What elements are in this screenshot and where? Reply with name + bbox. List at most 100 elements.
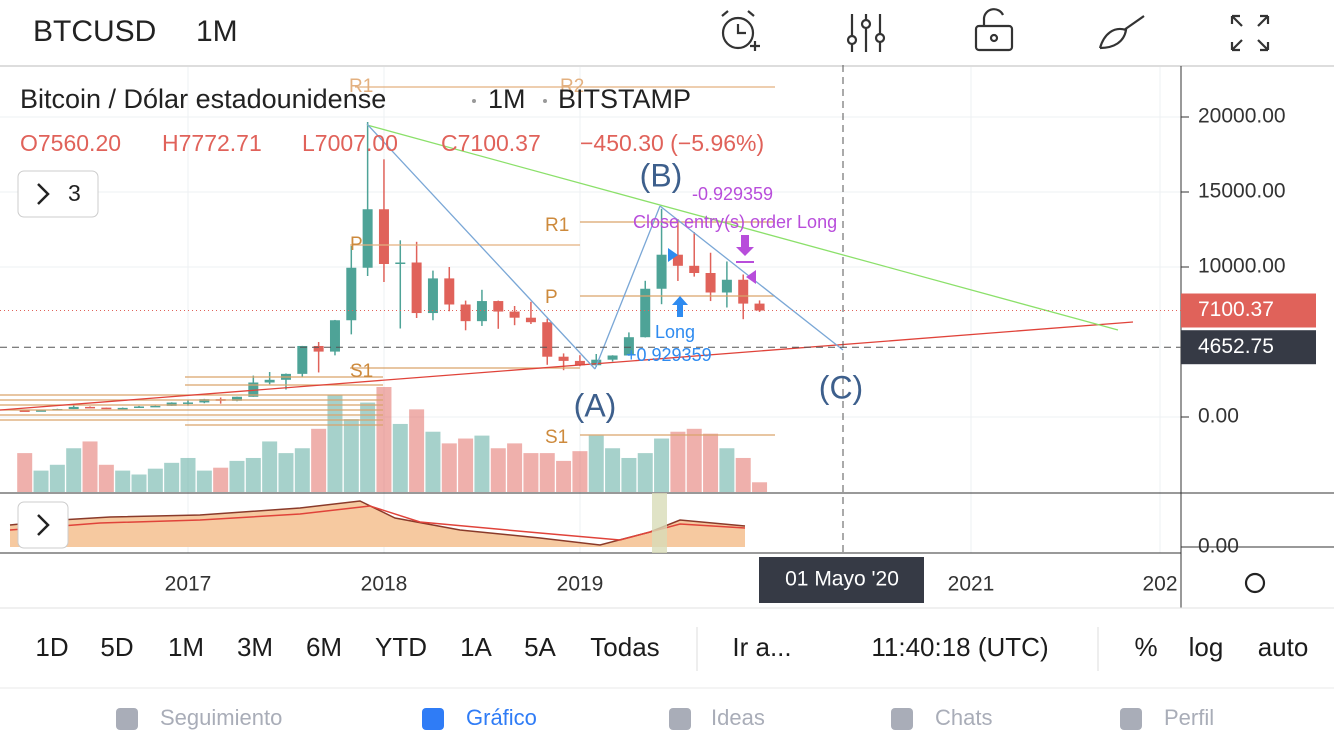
volume-bar bbox=[392, 423, 408, 492]
legend-open: O7560.20 bbox=[20, 130, 121, 156]
exit-marker bbox=[746, 270, 756, 284]
range-button[interactable]: 5D bbox=[100, 632, 133, 662]
crosshair-price-badge bbox=[1181, 330, 1316, 365]
order-label: Long bbox=[655, 322, 695, 342]
candle-body bbox=[738, 279, 749, 304]
candle-body bbox=[362, 209, 373, 268]
candle-body bbox=[231, 396, 242, 401]
goto-button[interactable]: Ir a... bbox=[732, 632, 791, 662]
pivot-label: S1 bbox=[545, 427, 568, 448]
range-button[interactable]: Todas bbox=[590, 632, 659, 662]
volume-bar bbox=[458, 438, 474, 492]
percent-button[interactable]: % bbox=[1134, 632, 1157, 662]
tab[interactable]: Perfil bbox=[1164, 705, 1214, 730]
order-label: +0.929359 bbox=[626, 345, 712, 365]
candle-body bbox=[705, 273, 716, 293]
tab[interactable]: Gráfico bbox=[466, 705, 537, 730]
range-button[interactable]: YTD bbox=[375, 632, 427, 662]
volume-bar bbox=[213, 467, 229, 492]
volume-bar bbox=[180, 457, 196, 492]
wave-label: (C) bbox=[819, 369, 863, 405]
chevron-icon bbox=[37, 183, 50, 205]
wave-label: (B) bbox=[640, 157, 683, 193]
alert-icon[interactable] bbox=[721, 16, 755, 50]
volume-bar bbox=[360, 402, 376, 492]
range-button[interactable]: 3M bbox=[237, 632, 273, 662]
candle-body bbox=[591, 359, 602, 366]
tab-icon bbox=[422, 708, 444, 730]
last-price-label: 7100.37 bbox=[1198, 298, 1274, 321]
volume-bar bbox=[164, 462, 180, 492]
indicator-tick-label: 0.00 bbox=[1198, 535, 1239, 558]
volume-bar bbox=[686, 428, 702, 492]
candle-body bbox=[509, 311, 520, 318]
volume-bar bbox=[262, 441, 278, 492]
tab[interactable]: Chats bbox=[935, 705, 992, 730]
drawing-icon[interactable] bbox=[1098, 15, 1145, 50]
crosshair-price-label: 4652.75 bbox=[1198, 335, 1274, 358]
candle-body bbox=[689, 265, 700, 274]
volume-bar bbox=[507, 443, 523, 492]
indicator-highlight bbox=[652, 493, 667, 553]
drawing-line bbox=[366, 124, 1119, 331]
candle-body bbox=[607, 355, 618, 360]
indicator-area bbox=[10, 501, 745, 547]
settings-icon[interactable] bbox=[1244, 572, 1266, 594]
pivot-label: P bbox=[350, 234, 363, 255]
indicator-toggle[interactable] bbox=[17, 501, 69, 549]
lock-icon[interactable] bbox=[974, 24, 1014, 52]
interval[interactable]: 1M bbox=[196, 15, 238, 48]
volume-bar bbox=[311, 428, 327, 492]
candle-body bbox=[427, 278, 438, 314]
volume-bar bbox=[147, 468, 163, 492]
symbol[interactable]: BTCUSD bbox=[33, 15, 156, 48]
range-button[interactable]: 1D bbox=[35, 632, 68, 662]
volume-bar bbox=[115, 470, 131, 492]
tab[interactable]: Ideas bbox=[711, 705, 765, 730]
drawing-line bbox=[0, 321, 1134, 411]
candle-body bbox=[525, 317, 536, 323]
volume-bar bbox=[474, 435, 490, 492]
candle-body bbox=[395, 262, 406, 265]
pivot-label: R1 bbox=[349, 76, 373, 97]
range-button[interactable]: 1A bbox=[460, 632, 492, 662]
drawing-line bbox=[366, 123, 596, 370]
volume-bar bbox=[523, 453, 539, 492]
fullscreen-icon[interactable] bbox=[1230, 14, 1270, 52]
candle-body bbox=[101, 407, 112, 410]
volume-bar bbox=[572, 451, 588, 492]
entry-marker bbox=[668, 248, 678, 262]
candle-body bbox=[640, 288, 651, 338]
last-price-badge bbox=[1181, 293, 1316, 328]
tab[interactable]: Seguimiento bbox=[160, 705, 282, 730]
volume-bar bbox=[294, 448, 310, 492]
dot bbox=[543, 99, 547, 103]
candle-body bbox=[656, 254, 667, 289]
candle-body bbox=[444, 278, 455, 305]
pivot-label: R2 bbox=[560, 76, 584, 97]
indicators-toggle[interactable] bbox=[17, 170, 99, 218]
auto-button[interactable]: auto bbox=[1258, 632, 1309, 662]
candle-body bbox=[36, 410, 47, 412]
log-button[interactable]: log bbox=[1189, 632, 1224, 662]
volume-bar bbox=[539, 453, 555, 492]
pivot-label: R1 bbox=[545, 215, 569, 236]
volume-bar bbox=[490, 448, 506, 492]
volume-bar bbox=[66, 448, 82, 492]
candle-body bbox=[460, 304, 471, 322]
legend-exchange: BITSTAMP bbox=[558, 84, 691, 114]
range-button[interactable]: 5A bbox=[524, 632, 556, 662]
volume-bar bbox=[605, 448, 621, 492]
volume-bar bbox=[409, 409, 425, 492]
tab-icon bbox=[891, 708, 913, 730]
range-button[interactable]: 1M bbox=[168, 632, 204, 662]
legend-interval: 1M bbox=[488, 84, 526, 114]
legend-close: C7100.37 bbox=[441, 130, 541, 156]
volume-bar bbox=[278, 453, 294, 492]
legend-high: H7772.71 bbox=[162, 130, 262, 156]
x-tick-label: 2018 bbox=[361, 573, 408, 596]
candle-body bbox=[264, 379, 275, 383]
candle-body bbox=[166, 402, 177, 406]
range-button[interactable]: 6M bbox=[306, 632, 342, 662]
candle-body bbox=[574, 360, 585, 366]
